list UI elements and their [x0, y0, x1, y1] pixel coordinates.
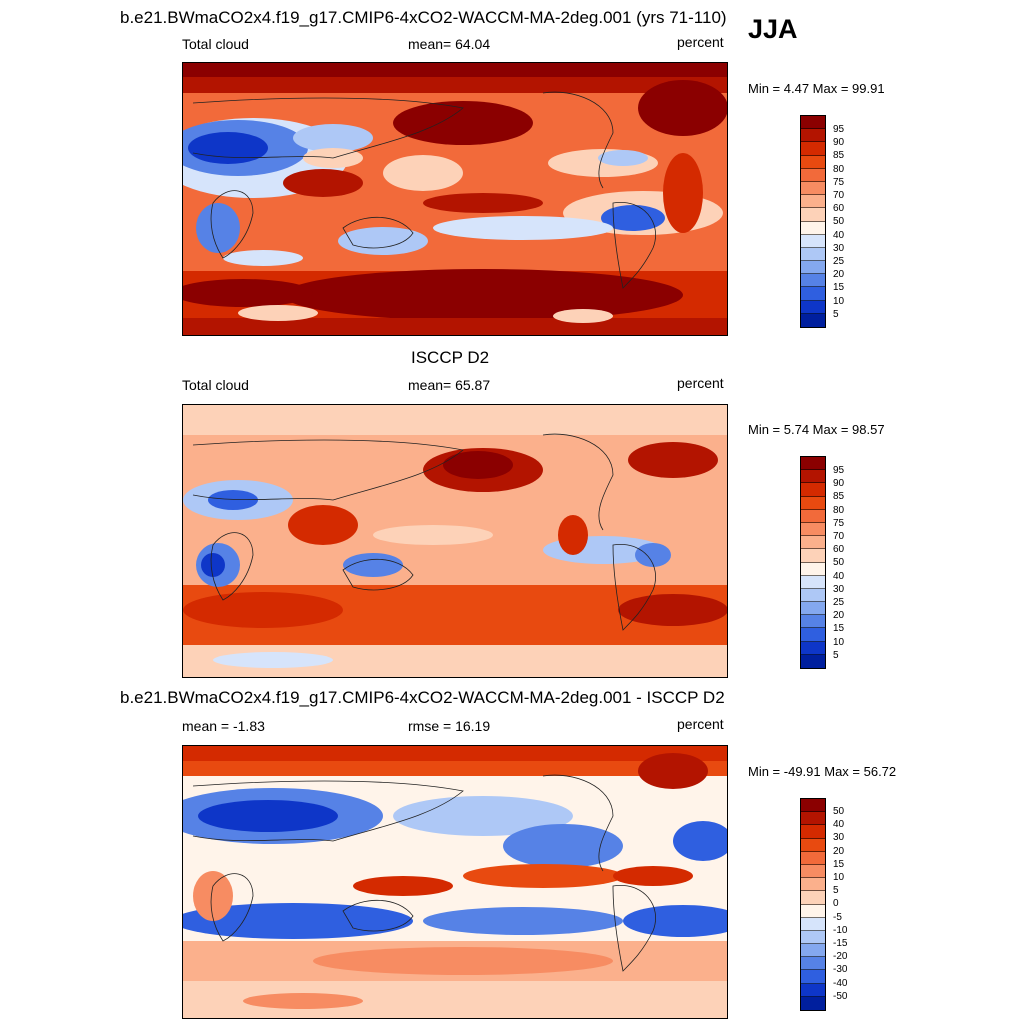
panel1-contour-plot: [183, 63, 727, 335]
colorbar-tick: 5: [833, 308, 839, 320]
colorbar-tick: 30: [833, 583, 845, 595]
colorbar-tick: 60: [833, 203, 845, 215]
colorbar-tick: 0: [833, 898, 839, 910]
colorbar-tick: 15: [833, 282, 845, 294]
panel2-units-label: percent: [677, 375, 724, 391]
panel3-title: b.e21.BWmaCO2x4.f19_g17.CMIP6-4xCO2-WACC…: [120, 688, 725, 707]
panel2-contour-plot: [183, 405, 727, 677]
panel2-colorbar: [800, 456, 826, 669]
panel1-variable-label: Total cloud: [182, 36, 249, 52]
colorbar-tick: 70: [833, 531, 845, 542]
season-label: JJA: [748, 14, 798, 44]
colorbar-tick: -10: [833, 924, 848, 936]
main-title: b.e21.BWmaCO2x4.f19_g17.CMIP6-4xCO2-WACC…: [120, 8, 727, 27]
colorbar-tick: -40: [833, 977, 848, 989]
panel3-mean-label: mean = -1.83: [182, 718, 265, 734]
colorbar-tick: 20: [833, 610, 845, 622]
colorbar-tick: 10: [833, 872, 845, 883]
colorbar-tick: 30: [833, 832, 845, 844]
panel2-map: [182, 404, 728, 678]
panel3-contour-plot: [183, 746, 727, 1018]
colorbar-tick: -15: [833, 938, 848, 949]
colorbar-tick: -30: [833, 964, 848, 976]
panel3-colorbar: [800, 798, 826, 1011]
colorbar-tick: 60: [833, 544, 845, 556]
colorbar-tick: 95: [833, 124, 845, 135]
panel2-minmax: Min = 5.74 Max = 98.57: [748, 422, 885, 437]
colorbar-tick: 40: [833, 229, 845, 241]
panel3-units-label: percent: [677, 716, 724, 732]
colorbar-tick: 30: [833, 242, 845, 254]
panel2-mean-label: mean= 65.87: [408, 377, 491, 393]
colorbar-tick: 95: [833, 465, 845, 476]
colorbar-tick: 90: [833, 478, 845, 490]
colorbar-tick: 75: [833, 176, 845, 188]
colorbar-tick: 85: [833, 150, 845, 162]
colorbar-tick: 5: [833, 885, 839, 897]
panel3-minmax: Min = -49.91 Max = 56.72: [748, 764, 897, 779]
colorbar-tick: 10: [833, 636, 845, 648]
colorbar-tick: 20: [833, 845, 845, 857]
panel1-mean-label: mean= 64.04: [408, 36, 491, 52]
colorbar-tick: 25: [833, 597, 845, 608]
panel3-map: [182, 745, 728, 1019]
colorbar-tick: -50: [833, 990, 848, 1002]
colorbar-tick: 5: [833, 649, 839, 661]
colorbar-tick: 20: [833, 269, 845, 281]
colorbar-tick: 75: [833, 517, 845, 529]
colorbar-tick: 90: [833, 137, 845, 149]
colorbar-tick: 15: [833, 858, 845, 870]
panel1-units-label: percent: [677, 34, 724, 50]
colorbar-tick: 80: [833, 504, 845, 516]
panel2-variable-label: Total cloud: [182, 377, 249, 393]
colorbar-tick: 40: [833, 819, 845, 831]
colorbar-tick: -5: [833, 911, 842, 923]
colorbar-tick: 40: [833, 570, 845, 582]
panel1-map: [182, 62, 728, 336]
colorbar-tick: 25: [833, 256, 845, 267]
panel2-title: ISCCP D2: [411, 348, 490, 367]
panel1-minmax: Min = 4.47 Max = 99.91: [748, 81, 885, 96]
colorbar-tick: 80: [833, 163, 845, 175]
colorbar-tick: 85: [833, 491, 845, 503]
colorbar-tick: 50: [833, 557, 845, 569]
panel3-rmse-label: rmse = 16.19: [408, 718, 491, 734]
colorbar-tick: 70: [833, 190, 845, 201]
colorbar-tick: 15: [833, 623, 845, 635]
colorbar-tick: 50: [833, 806, 845, 817]
colorbar-tick: -20: [833, 951, 848, 963]
colorbar-tick: 10: [833, 295, 845, 307]
panel1-colorbar: [800, 115, 826, 328]
colorbar-tick: 50: [833, 216, 845, 228]
